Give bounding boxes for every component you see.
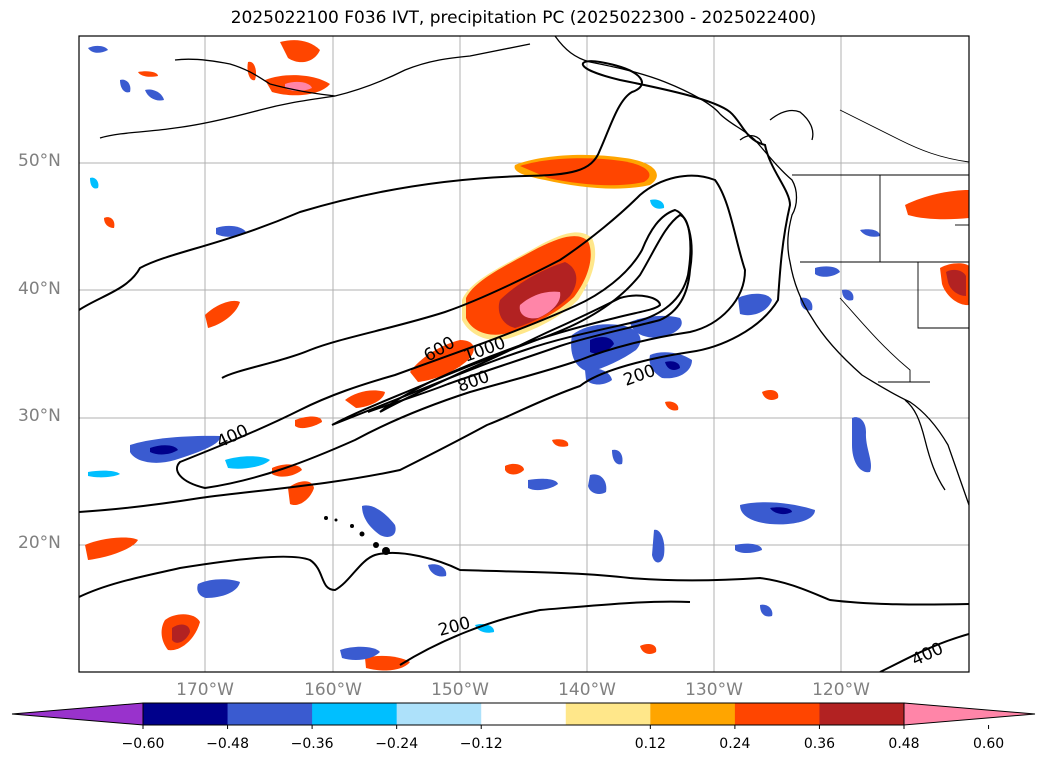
- lat-tick-50n: 50°N: [18, 151, 61, 171]
- colorbar-tick-label: 0.48: [888, 736, 920, 752]
- lon-tick-140w: 140°W: [558, 680, 616, 700]
- colorbar-tick-label: 0.12: [634, 736, 666, 752]
- colorbar-tick-label: −0.60: [121, 736, 165, 752]
- colorbar-extend-low: [11, 702, 144, 726]
- colorbar-tick-label: 0.36: [803, 736, 836, 752]
- lon-tick-130w: 130°W: [685, 680, 743, 700]
- map-title: 2025022100 F036 IVT, precipitation PC (2…: [230, 8, 817, 28]
- colorbar-tick-label: 0.60: [972, 736, 1005, 752]
- ivt-contours: [79, 60, 969, 672]
- colorbar-bin: [312, 703, 398, 725]
- colorbar-tick-label: −0.48: [206, 736, 249, 752]
- map-frame: [79, 36, 969, 672]
- lat-tick-20n: 20°N: [18, 533, 61, 553]
- lon-tick-170w: 170°W: [176, 680, 234, 700]
- colorbar-extend-high: [903, 702, 1036, 726]
- colorbar-tick-label: 0.24: [719, 736, 751, 752]
- colorbar-bin: [143, 703, 229, 725]
- colorbar-bin: [734, 703, 820, 725]
- colorbar-tick-label: −0.12: [459, 736, 503, 752]
- lon-tick-160w: 160°W: [304, 680, 362, 700]
- colorbar-bin: [481, 703, 567, 725]
- colorbar-tick-label: −0.24: [375, 736, 419, 752]
- lat-tick-30n: 30°N: [18, 406, 61, 426]
- precip-negative-patches: [88, 45, 880, 660]
- colorbar-bin: [565, 703, 651, 725]
- map-border: [78, 35, 970, 673]
- colorbar-bin: [819, 703, 905, 725]
- lon-tick-120w: 120°W: [812, 680, 870, 700]
- colorbar-bin: [650, 703, 736, 725]
- colorbar-tick-label: −0.36: [290, 736, 334, 752]
- coastlines: [99, 36, 969, 506]
- lon-tick-150w: 150°W: [431, 680, 489, 700]
- colorbar-border: [142, 702, 905, 726]
- country-borders: [792, 109, 969, 383]
- islands: [324, 516, 390, 555]
- colorbar-bin: [396, 703, 482, 725]
- colorbar-bin: [227, 703, 313, 725]
- lat-tick-40n: 40°N: [18, 279, 61, 299]
- colorbar: [11, 702, 1036, 729]
